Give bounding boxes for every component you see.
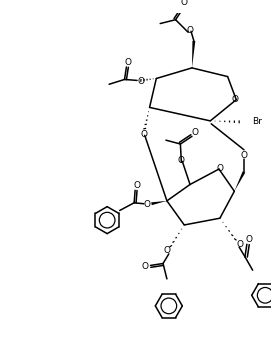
Text: O: O bbox=[178, 156, 185, 165]
Text: O: O bbox=[141, 262, 148, 271]
Text: O: O bbox=[237, 240, 244, 249]
Text: O: O bbox=[245, 235, 252, 244]
Text: O: O bbox=[163, 246, 170, 256]
Text: Br: Br bbox=[252, 117, 262, 126]
Text: O: O bbox=[137, 77, 144, 86]
Text: O: O bbox=[125, 58, 132, 67]
Text: O: O bbox=[134, 181, 140, 190]
Text: O: O bbox=[191, 128, 198, 137]
Text: O: O bbox=[140, 130, 147, 139]
Text: O: O bbox=[240, 151, 248, 160]
Text: O: O bbox=[187, 26, 193, 35]
Polygon shape bbox=[192, 41, 195, 68]
Text: O: O bbox=[216, 164, 223, 173]
Polygon shape bbox=[234, 171, 245, 191]
Text: O: O bbox=[232, 95, 239, 104]
Text: O: O bbox=[143, 200, 150, 209]
Text: O: O bbox=[181, 0, 188, 7]
Polygon shape bbox=[151, 201, 167, 205]
